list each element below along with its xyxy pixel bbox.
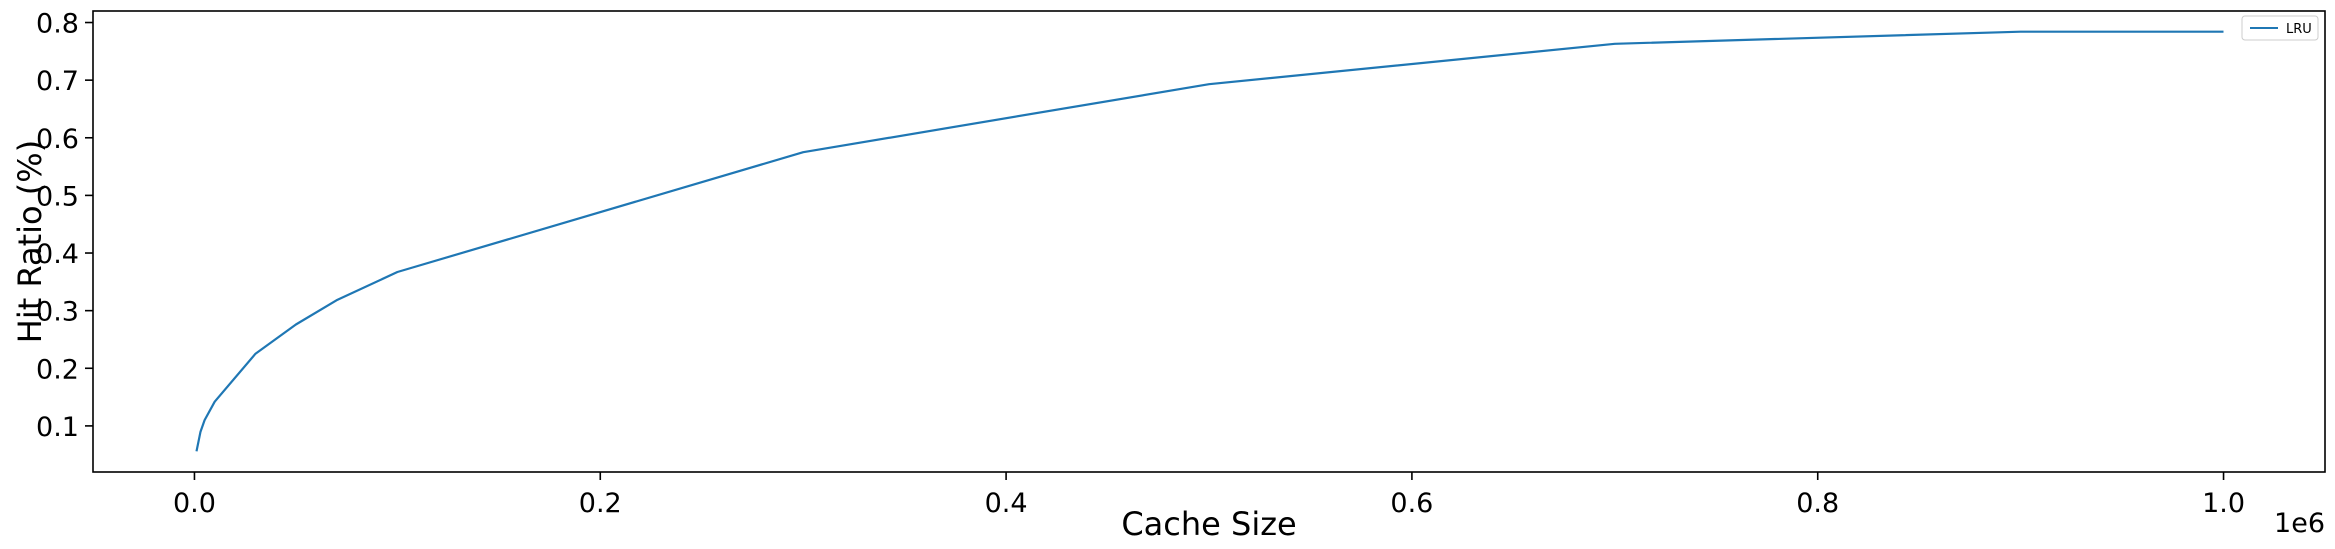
x-tick-label: 0.0 (173, 488, 216, 519)
plot-frame (92, 10, 2326, 473)
y-axis-title: Hit Ratio (%) (11, 140, 49, 343)
x-tick-label: 0.6 (1390, 488, 1433, 519)
legend-label-lru: LRU (2286, 22, 2312, 37)
y-tick-label: 0.4 (36, 239, 79, 270)
legend-box (2241, 15, 2319, 41)
x-axis-offset-label: 1e6 (2274, 508, 2325, 539)
y-tick-label: 0.5 (36, 181, 79, 212)
y-axis-ticks: 0.1 0.2 0.3 0.4 0.5 0.6 0.7 0.8 (36, 9, 93, 443)
y-tick-label: 0.7 (36, 66, 79, 97)
x-tick-label: 0.2 (579, 488, 622, 519)
x-tick-label: 1.0 (2202, 488, 2245, 519)
y-tick-label: 0.8 (36, 9, 79, 40)
x-tick-label: 0.4 (985, 488, 1028, 519)
x-axis-ticks: 0.0 0.2 0.4 0.6 0.8 1.0 (173, 472, 2245, 519)
series-line-lru (195, 30, 2224, 452)
y-tick-label: 0.1 (36, 412, 79, 443)
series-layer (195, 30, 2224, 452)
y-tick-label: 0.3 (36, 297, 79, 328)
legend: LRU (2241, 15, 2319, 41)
y-tick-label: 0.6 (36, 124, 79, 155)
x-tick-label: 0.8 (1796, 488, 1839, 519)
x-axis-title: Cache Size (1121, 505, 1296, 543)
y-tick-label: 0.2 (36, 354, 79, 385)
